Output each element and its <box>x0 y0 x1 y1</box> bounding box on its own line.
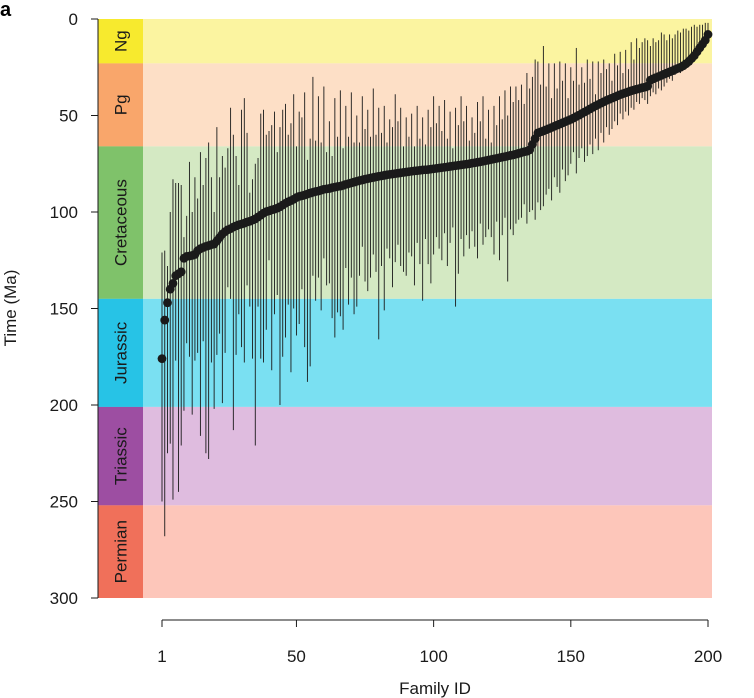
y-axis-title: Time (Ma) <box>1 270 20 347</box>
data-points <box>157 30 713 364</box>
data-point <box>157 354 167 364</box>
period-label-box <box>98 406 143 506</box>
period-label: Ng <box>112 30 131 52</box>
data-point <box>176 267 186 277</box>
data-point <box>160 315 170 325</box>
period-band <box>98 298 712 407</box>
x-tick-label: 100 <box>419 647 447 666</box>
panel-label: a <box>0 0 12 21</box>
period-label-strip: Ng Pg Cretaceous Jurassic Triassic Permian <box>98 19 143 598</box>
period-label-box <box>98 63 143 147</box>
period-label-box <box>98 298 143 407</box>
period-label: Jurassic <box>112 321 131 384</box>
period-label-box <box>98 146 143 299</box>
y-tick-label: 300 <box>50 589 78 608</box>
period-label: Triassic <box>112 427 131 485</box>
period-band <box>98 19 712 64</box>
period-label-box <box>98 505 143 598</box>
y-tick-label: 0 <box>69 10 78 29</box>
period-label-box <box>98 19 143 64</box>
y-tick-label: 200 <box>50 396 78 415</box>
data-point <box>168 279 178 288</box>
x-tick-label: 150 <box>557 647 585 666</box>
x-tick-label: 200 <box>694 647 722 666</box>
x-axis-title: Family ID <box>399 679 471 698</box>
y-tick-label: 250 <box>50 493 78 512</box>
y-axis: 0 50 100 150 200 250 300 <box>50 10 99 608</box>
data-point <box>703 30 713 39</box>
x-axis: 1 50 100 150 200 <box>157 619 722 666</box>
period-label: Permian <box>112 520 131 583</box>
period-label: Cretaceous <box>112 179 131 266</box>
x-tick-label: 50 <box>287 647 306 666</box>
y-tick-label: 50 <box>59 107 78 126</box>
y-tick-label: 150 <box>50 300 78 319</box>
y-tick-label: 100 <box>50 203 78 222</box>
period-label: Pg <box>112 94 131 115</box>
x-tick-label: 1 <box>157 647 166 666</box>
period-band <box>98 406 712 506</box>
period-band <box>98 505 712 598</box>
data-point <box>163 298 172 308</box>
